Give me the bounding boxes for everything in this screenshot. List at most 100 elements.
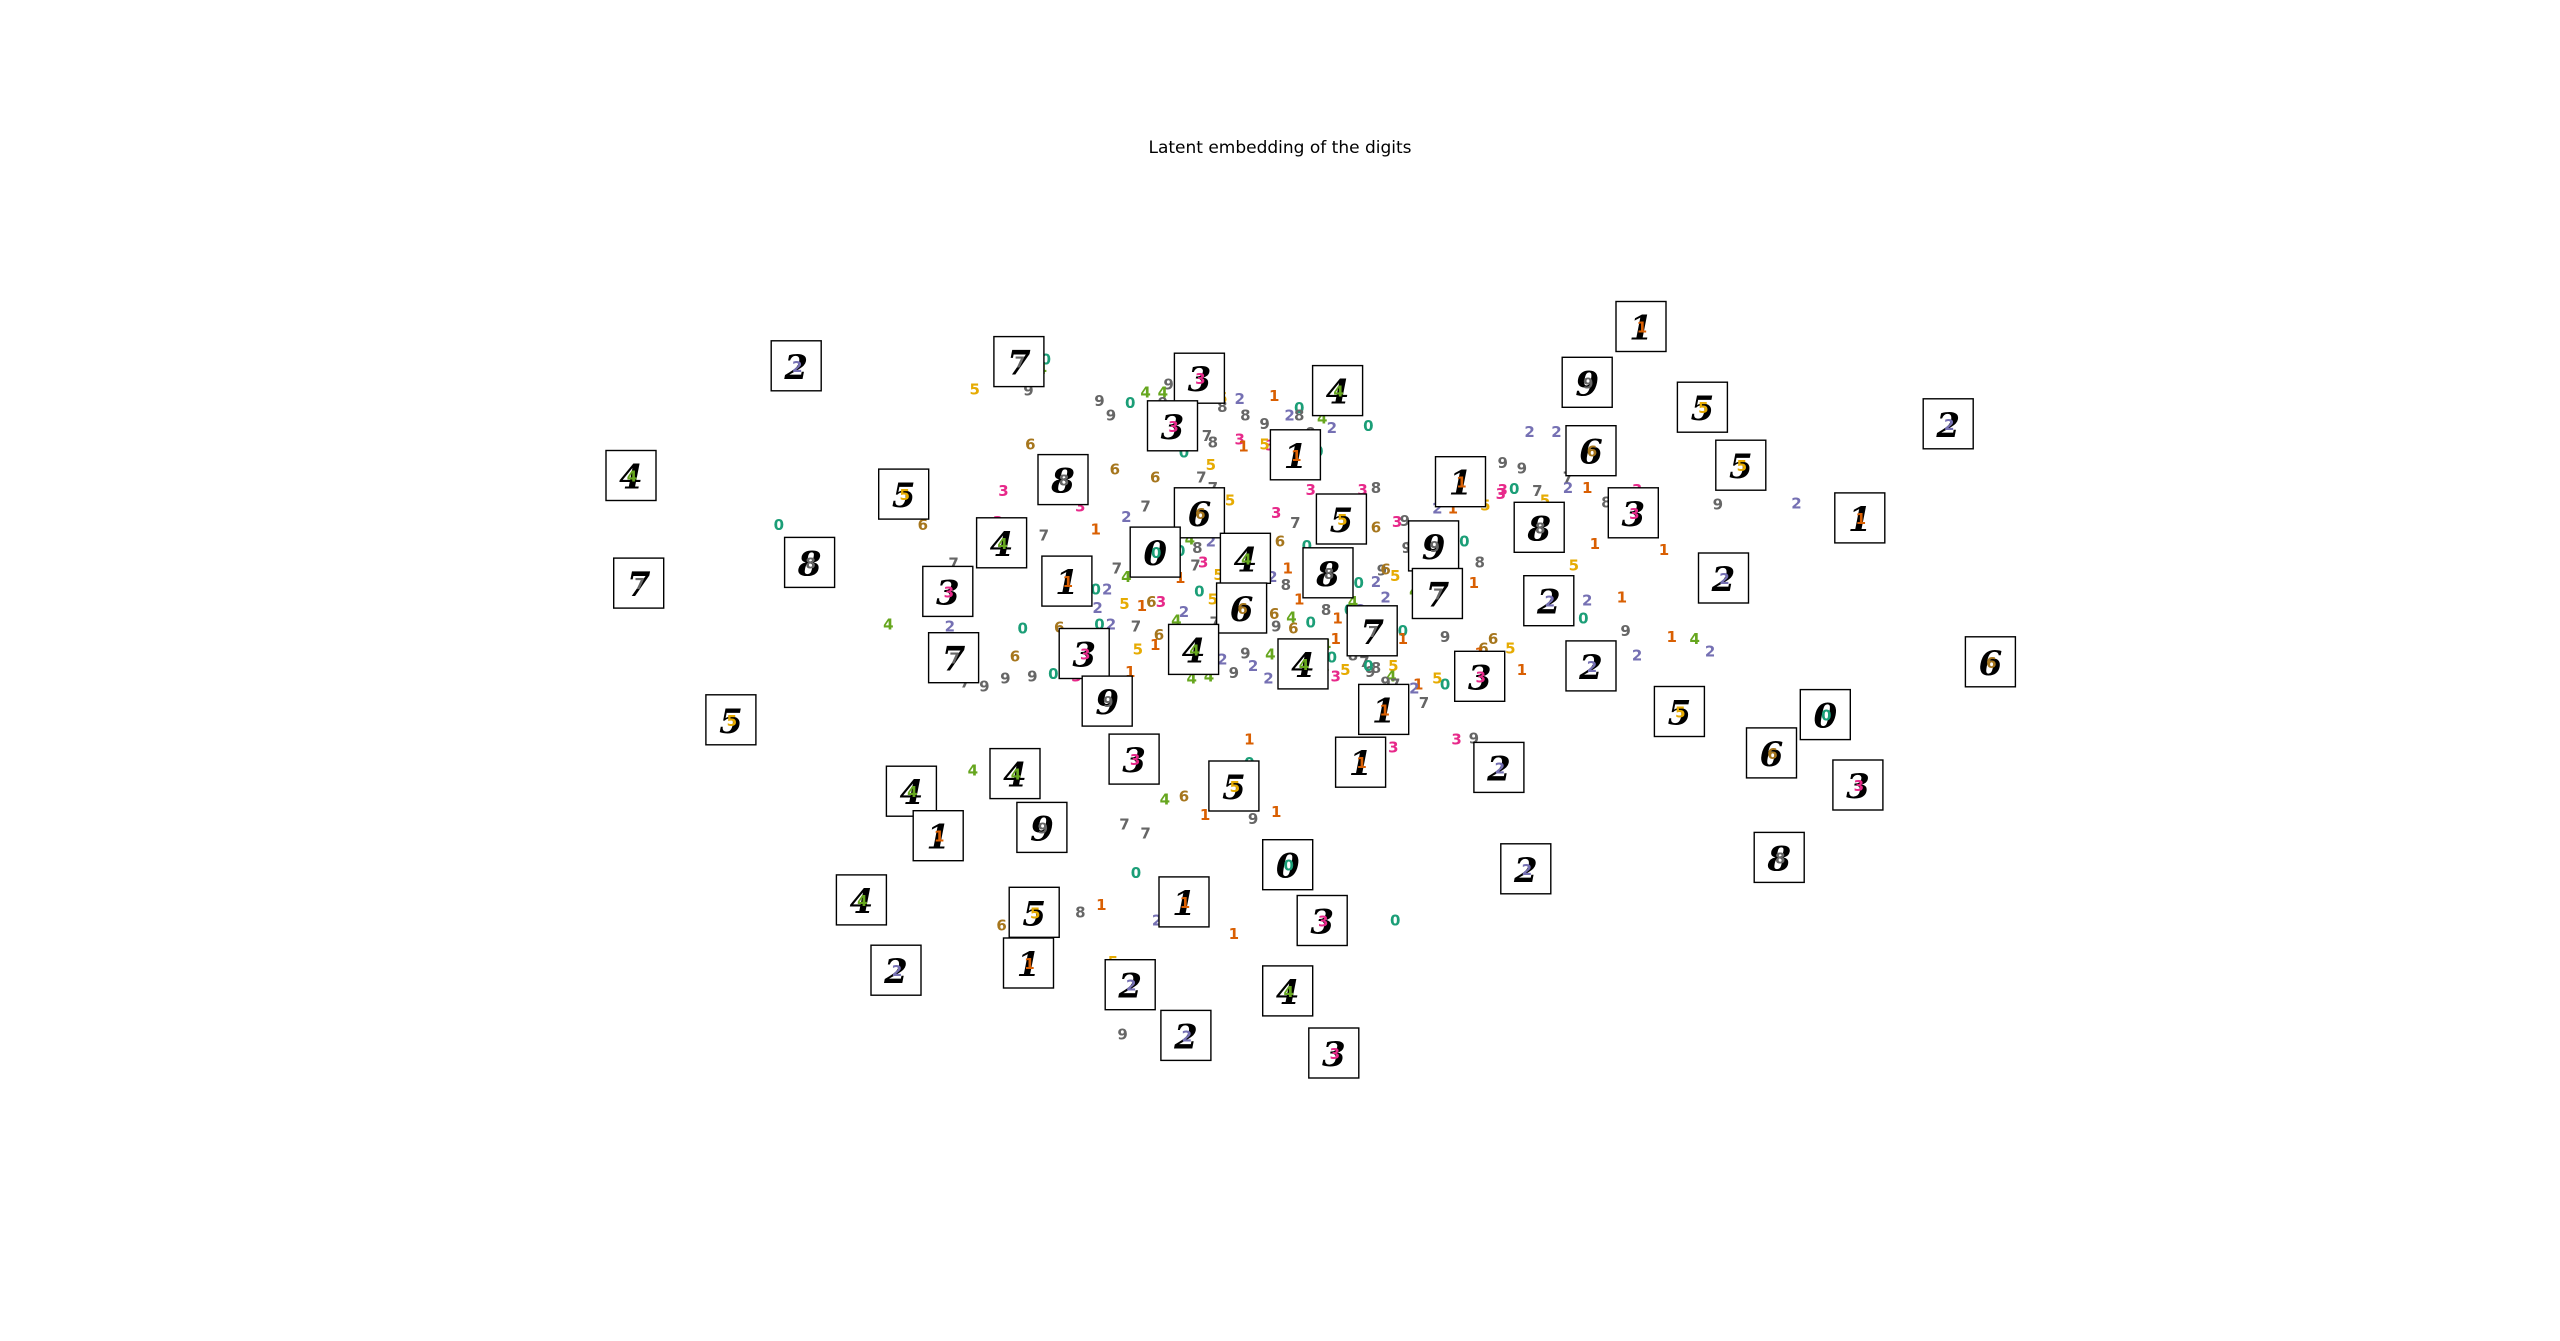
digit-thumbnail: 66 [1215, 582, 1268, 634]
scatter-point-digit-6: 6 [1380, 561, 1390, 579]
thumbnail-marker-9: 9 [1103, 693, 1113, 711]
scatter-point-digit-4: 4 [1186, 669, 1196, 687]
thumbnail-frame [1104, 959, 1156, 1011]
scatter-point-digit-2: 2 [1284, 407, 1294, 425]
thumbnail-marker-5: 5 [1230, 778, 1240, 796]
scatter-point-digit-9: 9 [1027, 667, 1037, 685]
digit-thumbnail: 44 [1219, 532, 1272, 584]
thumbnail-frame [1453, 650, 1506, 702]
thumbnail-digit-9: 9 [1030, 809, 1054, 849]
thumbnail-digit-3: 3 [1322, 1035, 1346, 1075]
digit-thumbnail: 11 [1002, 937, 1055, 989]
thumbnail-digit-5: 5 [1691, 389, 1715, 429]
scatter-point-digit-7: 7 [1419, 694, 1429, 712]
scatter-point-digit-1: 1 [1229, 925, 1239, 943]
thumbnail-digit-2: 2 [1935, 406, 1960, 446]
thumbnail-marker-2: 2 [1719, 570, 1729, 588]
scatter-point-digit-9: 9 [1000, 669, 1010, 687]
thumbnail-frame [1016, 801, 1068, 854]
thumbnail-frame [1561, 356, 1613, 408]
scatter-point-digit-7: 7 [1131, 618, 1141, 636]
scatter-point-digit-1: 1 [1517, 661, 1527, 679]
digit-thumbnail: 55 [705, 694, 757, 746]
scatter-point-digit-1: 1 [1271, 803, 1281, 821]
digit-thumbnail: 33 [1146, 400, 1199, 452]
scatter-point-digit-3: 3 [1497, 481, 1507, 499]
scatter-point-digit-6: 6 [1146, 593, 1156, 611]
scatter-point-digit-0: 0 [1294, 399, 1304, 417]
scatter-point-digit-9: 9 [1377, 562, 1387, 580]
digit-thumbnail: 99 [1407, 520, 1460, 572]
thumbnail-digit-7: 7 [1360, 613, 1384, 653]
thumbnail-marker-3: 3 [944, 583, 954, 601]
thumbnail-digit-1: 1 [1372, 691, 1396, 731]
thumbnail-marker-7: 7 [1368, 623, 1378, 641]
digit-thumbnail: 22 [870, 944, 922, 996]
thumbnail-digit-2: 2 [783, 348, 808, 388]
plot-area: 9704395904949952810284209783133506656773… [605, 300, 2017, 1079]
scatter-point-digit-8: 8 [1075, 903, 1085, 921]
scatter-point-digit-9: 9 [1271, 618, 1281, 636]
scatter-point-digit-4: 4 [1204, 667, 1214, 685]
scatter-point-digit-0: 0 [1509, 480, 1519, 498]
scatter-point-digit-0: 0 [1440, 676, 1450, 694]
thumbnail-marker-3: 3 [1168, 418, 1178, 436]
thumbnail-marker-3: 3 [1080, 646, 1090, 664]
thumbnail-frame [1302, 547, 1354, 599]
scatter-point-digit-1: 1 [1398, 630, 1408, 648]
digit-thumbnail: 22 [1160, 1009, 1212, 1062]
scatter-point-digit-1: 1 [1244, 730, 1254, 748]
scatter-point-digit-2: 2 [1217, 651, 1227, 669]
thumbnail-marker-2: 2 [1126, 977, 1136, 995]
thumbnail-frame [705, 694, 757, 746]
thumbnail-marker-1: 1 [934, 828, 944, 846]
thumbnail-marker-7: 7 [634, 575, 644, 593]
scatter-point-digit-5: 5 [1340, 661, 1350, 679]
thumbnail-digit-3: 3 [936, 573, 960, 613]
scatter-point-digit-6: 6 [1488, 630, 1498, 648]
scatter-point-digit-9: 9 [1240, 645, 1250, 663]
scatter-point-digit-5: 5 [1213, 566, 1223, 584]
thumbnail-digit-3: 3 [1621, 495, 1645, 535]
scatter-point-digit-1: 1 [1269, 387, 1279, 405]
scatter-point-digit-7: 7 [1359, 653, 1369, 671]
scatter-point-digit-4: 4 [1317, 410, 1327, 428]
scatter-point-digit-9: 9 [1259, 415, 1269, 433]
scatter-point-digit-8: 8 [1240, 407, 1250, 425]
thumbnail-marker-9: 9 [1583, 374, 1593, 392]
scatter-point-digit-2: 2 [1582, 592, 1592, 610]
scatter-point-digit-6: 6 [1288, 620, 1298, 638]
thumbnail-marker-5: 5 [1337, 511, 1347, 529]
thumbnail-frame [1146, 400, 1199, 452]
scatter-point-digit-1: 1 [1238, 438, 1248, 456]
thumbnail-marker-1: 1 [1379, 701, 1389, 719]
thumbnail-marker-4: 4 [1333, 383, 1343, 401]
thumbnail-frame [1315, 493, 1368, 545]
thumbnail-frame [1676, 381, 1729, 433]
scatter-point-digit-2: 2 [1152, 912, 1162, 930]
scatter-point-digit-7: 7 [1039, 527, 1049, 545]
scatter-point-digit-4: 4 [1689, 630, 1699, 648]
thumbnail-marker-6: 6 [1767, 745, 1777, 763]
digit-thumbnail: 44 [885, 765, 938, 817]
scatter-point-digit-4: 4 [1140, 384, 1150, 402]
thumbnail-digit-7: 7 [1007, 344, 1031, 384]
scatter-point-digit-9: 9 [1106, 407, 1116, 425]
digit-thumbnail: 11 [1334, 736, 1387, 788]
digit-thumbnail: 88 [1302, 547, 1354, 599]
thumbnail-marker-0: 0 [1151, 544, 1161, 562]
thumbnail-marker-2: 2 [1495, 759, 1505, 777]
scatter-point-digit-2: 2 [1263, 669, 1273, 687]
digit-thumbnail: 55 [1008, 886, 1060, 938]
scatter-point-digit-4: 4 [1386, 667, 1396, 685]
scatter-point-digit-7: 7 [1209, 614, 1219, 632]
scatter-point-digit-2: 2 [1632, 647, 1642, 665]
scatter-point-digit-4: 4 [1348, 593, 1358, 611]
scatter-point-digit-0: 0 [1305, 614, 1315, 632]
thumbnail-marker-8: 8 [805, 554, 815, 572]
thumbnail-marker-9: 9 [1429, 538, 1439, 556]
thumbnail-digit-0: 0 [1813, 697, 1837, 737]
digit-thumbnail: 33 [1108, 733, 1160, 785]
thumbnail-marker-8: 8 [1775, 849, 1785, 867]
thumbnail-digit-8: 8 [797, 544, 822, 584]
